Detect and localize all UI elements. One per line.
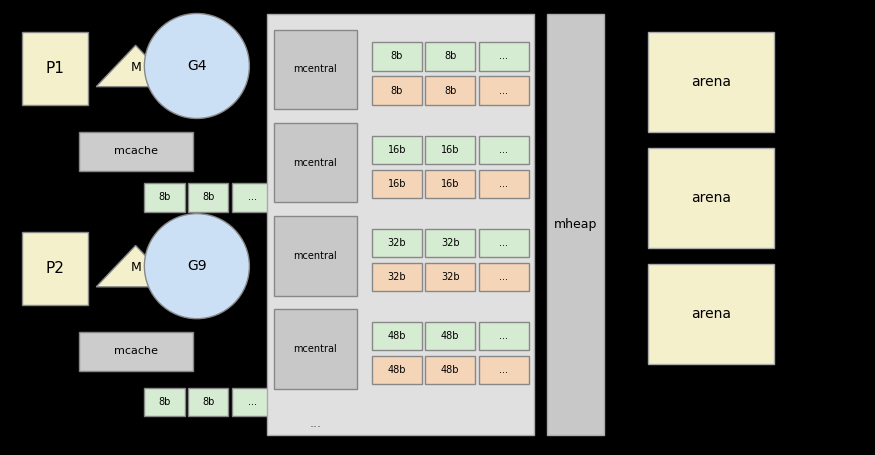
- Text: ...: ...: [499, 365, 508, 375]
- Bar: [479, 263, 528, 291]
- Text: 32b: 32b: [441, 238, 459, 248]
- Text: arena: arena: [691, 307, 731, 321]
- Polygon shape: [96, 46, 175, 86]
- Text: 48b: 48b: [388, 365, 406, 375]
- Text: mheap: mheap: [554, 217, 597, 231]
- Bar: [79, 332, 192, 371]
- Text: G9: G9: [187, 259, 206, 273]
- Text: M: M: [130, 61, 141, 74]
- Text: 32b: 32b: [441, 272, 459, 282]
- Bar: [372, 170, 422, 198]
- Bar: [188, 388, 228, 416]
- Text: 16b: 16b: [441, 145, 459, 155]
- Text: ...: ...: [248, 192, 256, 202]
- Bar: [274, 216, 357, 296]
- Bar: [425, 76, 475, 105]
- Bar: [648, 32, 774, 132]
- Bar: [372, 229, 422, 257]
- Text: ...: ...: [499, 238, 508, 248]
- Text: arena: arena: [691, 191, 731, 205]
- Text: 8b: 8b: [444, 86, 457, 96]
- Text: 8b: 8b: [390, 51, 403, 61]
- Bar: [22, 232, 88, 305]
- Text: ...: ...: [499, 86, 508, 96]
- Bar: [267, 14, 534, 435]
- Text: mcentral: mcentral: [294, 344, 338, 354]
- Bar: [372, 42, 422, 71]
- Text: mcentral: mcentral: [294, 158, 338, 167]
- Bar: [547, 14, 604, 435]
- Bar: [372, 76, 422, 105]
- Bar: [188, 183, 228, 212]
- Bar: [425, 170, 475, 198]
- Bar: [425, 263, 475, 291]
- Text: 8b: 8b: [158, 192, 171, 202]
- Bar: [79, 132, 192, 171]
- Text: 16b: 16b: [388, 179, 406, 189]
- Text: 8b: 8b: [158, 397, 171, 407]
- Text: G4: G4: [187, 59, 206, 73]
- Text: mcentral: mcentral: [294, 251, 338, 261]
- Bar: [144, 183, 185, 212]
- Text: M: M: [130, 261, 141, 274]
- Text: ...: ...: [310, 417, 321, 430]
- Bar: [22, 32, 88, 105]
- Bar: [372, 356, 422, 384]
- Bar: [425, 356, 475, 384]
- Bar: [479, 76, 528, 105]
- Text: 48b: 48b: [441, 331, 459, 341]
- Bar: [425, 322, 475, 350]
- Bar: [274, 309, 357, 389]
- Text: 16b: 16b: [441, 179, 459, 189]
- Text: ...: ...: [499, 272, 508, 282]
- Text: 48b: 48b: [441, 365, 459, 375]
- Bar: [479, 170, 528, 198]
- Bar: [372, 322, 422, 350]
- Bar: [372, 263, 422, 291]
- Bar: [425, 136, 475, 164]
- Ellipse shape: [144, 14, 249, 118]
- Text: 8b: 8b: [390, 86, 403, 96]
- Text: ...: ...: [499, 145, 508, 155]
- Ellipse shape: [144, 214, 249, 318]
- Bar: [479, 322, 528, 350]
- Bar: [232, 388, 272, 416]
- Polygon shape: [96, 246, 175, 287]
- Text: 8b: 8b: [444, 51, 457, 61]
- Text: 8b: 8b: [202, 192, 214, 202]
- Bar: [144, 388, 185, 416]
- Text: 32b: 32b: [388, 272, 406, 282]
- Bar: [479, 229, 528, 257]
- Bar: [648, 264, 774, 364]
- Bar: [372, 136, 422, 164]
- Text: 48b: 48b: [388, 331, 406, 341]
- Text: mcache: mcache: [114, 347, 158, 356]
- Text: 16b: 16b: [388, 145, 406, 155]
- Text: ...: ...: [499, 179, 508, 189]
- Bar: [274, 30, 357, 109]
- Bar: [274, 123, 357, 202]
- Text: P1: P1: [46, 61, 64, 76]
- Bar: [479, 356, 528, 384]
- Bar: [479, 42, 528, 71]
- Text: P2: P2: [46, 261, 64, 276]
- Text: 32b: 32b: [388, 238, 406, 248]
- Text: mcache: mcache: [114, 147, 158, 156]
- Bar: [232, 183, 272, 212]
- Bar: [425, 229, 475, 257]
- Bar: [648, 148, 774, 248]
- Text: ...: ...: [499, 51, 508, 61]
- Text: 8b: 8b: [202, 397, 214, 407]
- Text: ...: ...: [499, 331, 508, 341]
- Bar: [425, 42, 475, 71]
- Text: arena: arena: [691, 75, 731, 89]
- Text: mcentral: mcentral: [294, 65, 338, 74]
- Bar: [479, 136, 528, 164]
- Text: ...: ...: [248, 397, 256, 407]
